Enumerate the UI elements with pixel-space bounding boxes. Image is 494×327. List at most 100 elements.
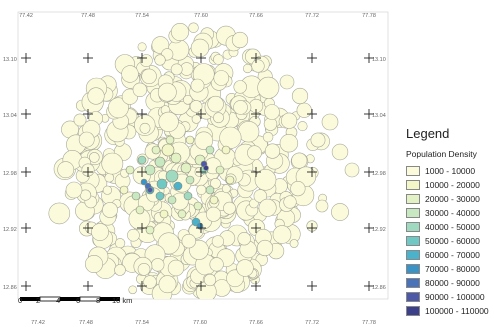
ward-polygon	[231, 31, 249, 49]
ward-polygon	[281, 112, 298, 129]
scale-segment	[20, 297, 40, 301]
ward-polygon	[167, 259, 185, 277]
ward-polygon	[161, 143, 175, 157]
ward-polygon	[147, 187, 153, 193]
left-tick: 12.86	[3, 285, 17, 291]
ward-polygon	[190, 38, 210, 58]
city-ward-polygons[interactable]	[48, 22, 360, 322]
ward-polygon	[108, 97, 129, 119]
ward-polygon	[221, 145, 231, 155]
ward-polygon	[139, 122, 151, 134]
ward-polygon	[321, 113, 339, 131]
legend-label: 10000 - 20000	[425, 180, 480, 190]
legend-label: 60000 - 70000	[425, 250, 480, 260]
scale-label: 6	[76, 296, 81, 305]
ward-polygon	[114, 264, 126, 276]
ward-polygon	[310, 132, 326, 148]
ward-polygon	[125, 165, 135, 175]
ward-polygon	[254, 169, 277, 191]
ward-polygon	[183, 95, 193, 105]
ward-polygon	[233, 80, 247, 94]
ward-polygon	[247, 145, 262, 161]
ward-polygon	[158, 275, 177, 294]
map-frame: 77.42 77.48 77.54 77.60 77.66 77.72 77.7…	[3, 11, 389, 326]
ward-polygon	[141, 68, 157, 85]
ward-polygon	[185, 175, 195, 185]
ward-polygon	[170, 63, 183, 76]
bottom-tick: 77.42	[31, 320, 45, 326]
ward-polygon	[331, 143, 349, 161]
legend-item: 50000 - 60000	[406, 236, 494, 246]
ward-polygon	[85, 255, 104, 274]
ward-polygon	[165, 169, 179, 183]
legend-swatch	[406, 236, 420, 246]
legend-swatch	[406, 166, 420, 176]
top-tick: 77.42	[19, 13, 33, 19]
legend-swatch	[406, 222, 420, 232]
ward-polygon	[91, 223, 109, 241]
legend-subtitle: Population Density	[406, 149, 477, 159]
legend-label: 80000 - 90000	[425, 278, 480, 288]
legend-label: 100000 - 110000	[425, 306, 489, 316]
ward-polygon	[207, 95, 224, 113]
scale-label: 4	[56, 296, 61, 305]
legend-label: 40000 - 50000	[425, 222, 480, 232]
ward-polygon	[344, 162, 360, 178]
scale-segment	[100, 297, 120, 301]
ward-polygon	[236, 259, 254, 277]
ward-polygon	[209, 195, 219, 205]
ward-polygon	[155, 191, 165, 201]
right-tick: 12.92	[372, 227, 386, 233]
ward-polygon	[180, 162, 192, 174]
low-density-area	[48, 22, 360, 299]
ward-polygon	[101, 152, 124, 175]
ward-polygon	[279, 134, 299, 153]
ward-polygon	[140, 178, 148, 186]
ward-polygon	[121, 65, 139, 83]
right-tick: 12.86	[372, 285, 386, 291]
ward-polygon	[221, 184, 231, 194]
ward-polygon	[102, 185, 112, 195]
ward-polygon	[181, 233, 197, 249]
right-tick: 13.04	[372, 113, 386, 119]
ward-polygon	[143, 275, 157, 289]
legend-swatch	[406, 250, 420, 260]
left-axis-labels: 13.10 13.04 12.98 12.92 12.86	[3, 57, 17, 291]
ward-polygon	[205, 185, 215, 195]
ward-polygon	[237, 232, 251, 246]
bottom-tick: 77.66	[249, 320, 263, 326]
ward-polygon	[173, 181, 183, 191]
ward-polygon	[158, 111, 179, 132]
ward-polygon	[272, 225, 292, 244]
legend-item: 100000 - 110000	[406, 306, 494, 316]
ward-polygon	[215, 165, 225, 175]
scale-label: 10 km	[112, 296, 133, 305]
ward-polygon	[191, 114, 201, 124]
ward-polygon	[251, 59, 265, 73]
ward-polygon	[203, 273, 217, 287]
ward-polygon	[137, 155, 147, 165]
legend-label: 30000 - 40000	[425, 208, 480, 218]
ward-polygon	[78, 131, 95, 148]
ward-polygon	[48, 202, 71, 225]
left-tick: 13.04	[3, 113, 17, 119]
ward-polygon	[279, 74, 295, 90]
left-tick: 12.98	[3, 171, 17, 177]
ward-polygon	[253, 189, 267, 203]
right-axis-labels: 13.10 13.04 12.98 12.92 12.86	[372, 57, 386, 291]
left-tick: 12.92	[3, 227, 17, 233]
ward-polygon	[210, 177, 221, 189]
ward-polygon	[127, 228, 140, 242]
ward-polygon	[262, 131, 274, 143]
ward-polygon	[258, 198, 277, 217]
ward-polygon	[225, 175, 235, 185]
legend-label: 20000 - 30000	[425, 194, 480, 204]
right-tick: 12.98	[372, 171, 386, 177]
bottom-tick: 77.78	[362, 320, 376, 326]
bottom-tick: 77.72	[305, 320, 319, 326]
legend-item: 70000 - 80000	[406, 264, 494, 274]
graticule-crosses	[21, 53, 374, 291]
legend-item: 60000 - 70000	[406, 250, 494, 260]
ward-polygon	[206, 206, 222, 222]
ward-polygon	[188, 22, 199, 33]
